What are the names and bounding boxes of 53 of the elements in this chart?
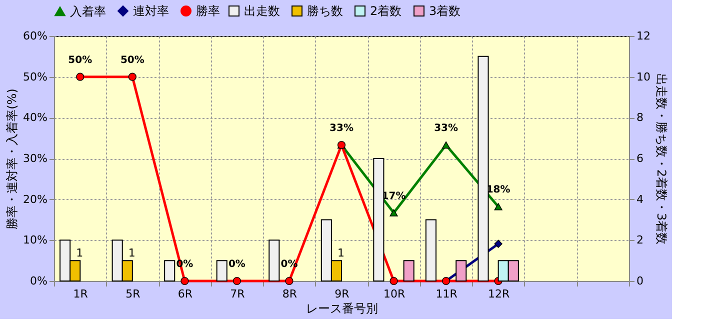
legend-label: 連対率 xyxy=(133,4,169,18)
point xyxy=(442,141,450,149)
y2-tick-label: 8 xyxy=(636,111,644,124)
data-label: 33% xyxy=(330,123,354,134)
x-axis-title: レース番号別 xyxy=(306,302,378,316)
x-tick-label: 10R xyxy=(383,288,406,300)
point xyxy=(180,276,189,286)
y-tick-label: 60% xyxy=(23,30,48,42)
point xyxy=(232,276,242,286)
point xyxy=(494,240,502,248)
y-tick-label: 30% xyxy=(23,152,48,165)
x-tick-label: 1R xyxy=(73,288,88,300)
data-label: 18% xyxy=(486,184,510,196)
y2-tick-label: 4 xyxy=(636,192,644,206)
x-tick-label: 12R xyxy=(488,288,510,300)
y-tick-label: 20% xyxy=(23,192,48,206)
y2-tick-label: 2 xyxy=(636,234,644,247)
y-axis-title: 勝率・連対率・入着率(%) xyxy=(5,88,20,230)
x-tick-label: 5R xyxy=(126,288,141,300)
x-tick-label: 8R xyxy=(282,288,298,300)
y2-tick-label: 6 xyxy=(636,152,644,165)
legend-label: 勝ち数 xyxy=(307,4,343,18)
y2-tick-label: 12 xyxy=(636,30,650,42)
y-tick-label: 40% xyxy=(23,111,48,124)
x-tick-label: 7R xyxy=(230,288,246,300)
x-tick-label: 11R xyxy=(436,288,458,300)
legend-label: 2着数 xyxy=(370,4,402,18)
data-label: 1 xyxy=(337,246,344,260)
legend-label: 勝率 xyxy=(196,4,220,18)
point xyxy=(390,276,398,286)
point xyxy=(128,72,136,81)
point xyxy=(494,203,502,210)
legend-label: 出走数 xyxy=(244,4,280,18)
data-label: 33% xyxy=(434,123,458,134)
data-label: 17% xyxy=(382,190,406,202)
legend-label: 3着数 xyxy=(429,4,461,18)
y-tick-label: 10% xyxy=(23,234,48,247)
y2-tick-label: 0 xyxy=(636,274,644,288)
y-tick-label: 50% xyxy=(23,70,48,84)
y2-axis-title: 出走数・勝ち数・2着数・3着数 xyxy=(654,73,668,245)
data-label: 50% xyxy=(120,54,144,66)
data-label: 1 xyxy=(128,246,136,260)
data-label: 0% xyxy=(228,259,246,270)
y2-tick-label: 10 xyxy=(636,70,650,84)
x-tick-label: 9R xyxy=(334,288,350,300)
point xyxy=(76,72,84,81)
data-label: 50% xyxy=(68,54,92,66)
point xyxy=(285,276,294,286)
data-label: 1 xyxy=(76,246,84,260)
legend-label: 入着率 xyxy=(70,4,106,18)
point xyxy=(390,209,398,216)
y-tick-label: 0% xyxy=(30,274,48,288)
x-tick-label: 6R xyxy=(178,288,193,300)
